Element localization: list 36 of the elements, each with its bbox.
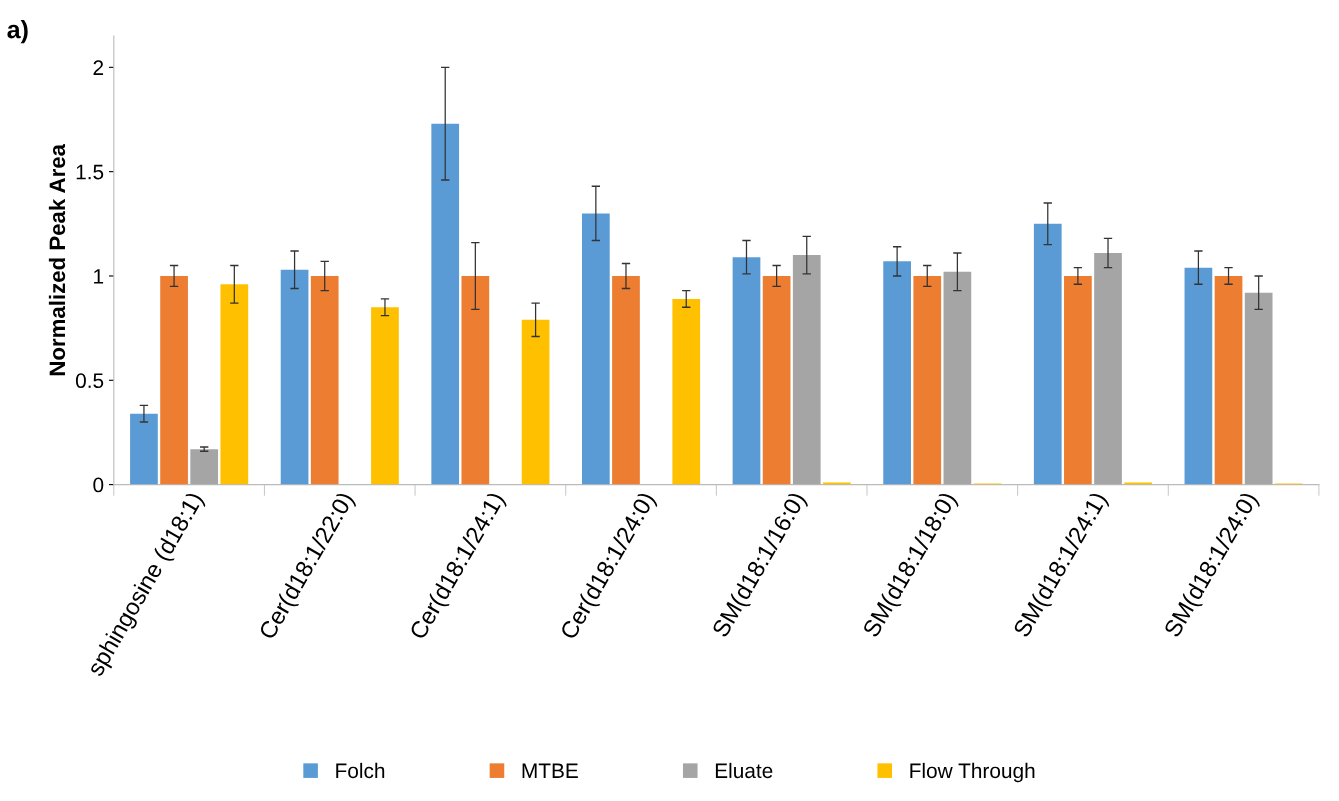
bar xyxy=(1033,223,1062,485)
legend-label: Flow Through xyxy=(910,762,1035,783)
bar xyxy=(1094,253,1122,485)
bar xyxy=(310,275,339,485)
bar xyxy=(190,449,219,485)
bar xyxy=(1244,292,1273,485)
bar xyxy=(792,255,821,485)
bar xyxy=(582,213,610,485)
bar xyxy=(1064,275,1092,485)
legend-label: MTBE xyxy=(522,763,578,778)
bar xyxy=(732,257,761,485)
y-tick-label: 1.5 xyxy=(76,164,104,180)
bar xyxy=(883,261,911,485)
bar xyxy=(672,298,701,485)
bar xyxy=(280,269,309,485)
legend-label: Eluate xyxy=(715,762,773,779)
y-axis-title: Normalized Peak Area xyxy=(48,143,66,376)
bar xyxy=(762,275,791,485)
bar xyxy=(431,123,460,485)
y-tick-label: 0.5 xyxy=(75,373,104,389)
legend-label: Folch xyxy=(336,762,385,779)
y-tick-label: 2 xyxy=(93,60,104,75)
bar xyxy=(130,413,158,485)
bar xyxy=(371,307,399,485)
chart-title: a) xyxy=(7,20,28,44)
bar xyxy=(461,275,490,485)
bar xyxy=(612,275,640,485)
bar xyxy=(220,284,249,485)
bar xyxy=(913,275,942,485)
bar xyxy=(521,319,550,485)
y-tick-label: 0 xyxy=(93,477,104,493)
bar xyxy=(1184,267,1213,485)
y-tick-label: 1 xyxy=(94,269,104,284)
bar xyxy=(943,271,972,485)
bar xyxy=(160,275,188,485)
bar xyxy=(1214,275,1243,485)
